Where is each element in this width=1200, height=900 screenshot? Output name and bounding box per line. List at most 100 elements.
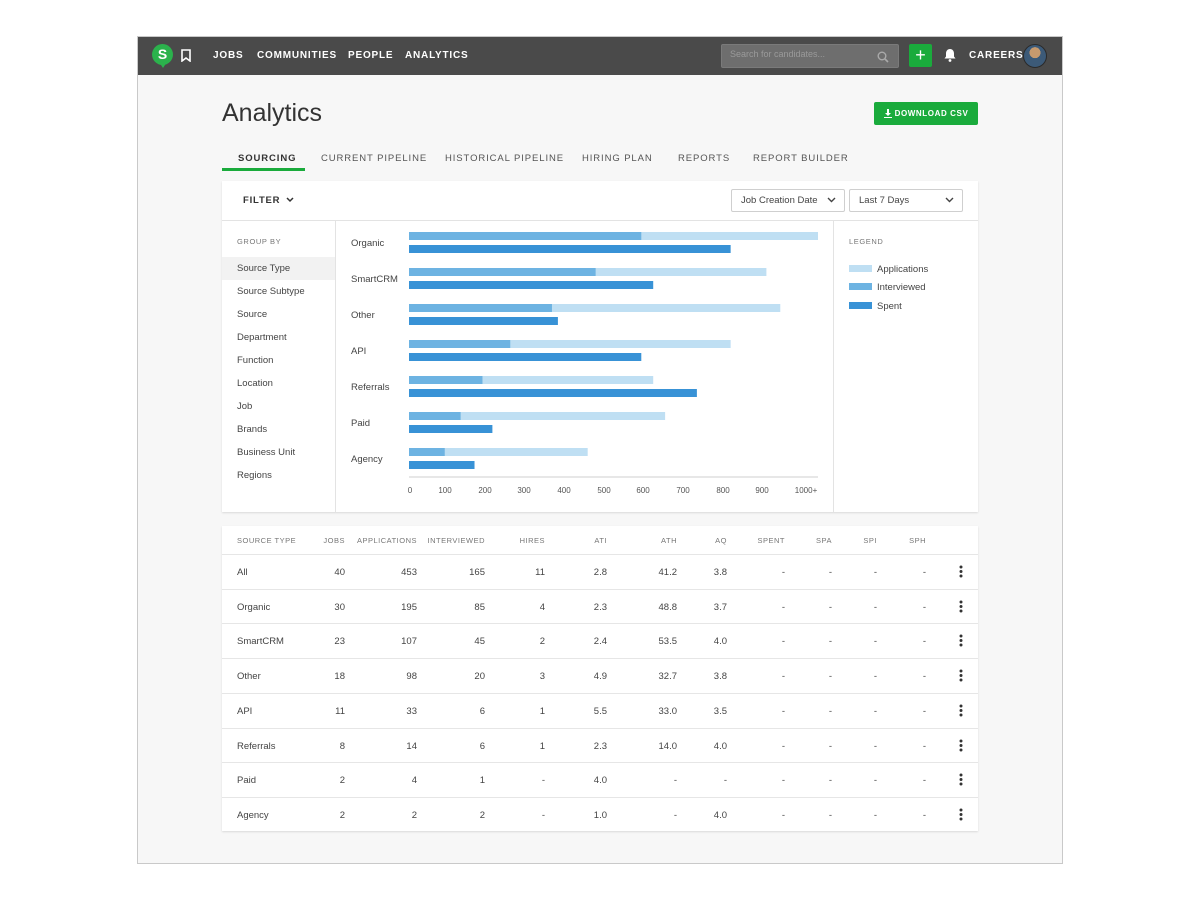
nav-communities[interactable]: COMMUNITIES: [257, 50, 337, 61]
column-header: ATI: [594, 536, 607, 545]
table-cell: -: [541, 809, 545, 821]
table-cell: 85: [474, 601, 485, 613]
date-range-select[interactable]: Last 7 Days: [849, 189, 963, 212]
bar-applications-other: [409, 304, 781, 312]
column-header: SPH: [909, 536, 926, 545]
column-header: HIRES: [519, 536, 545, 545]
category-label: Referrals: [351, 382, 390, 393]
column-header: AQ: [715, 536, 727, 545]
tab-historical-pipeline[interactable]: HISTORICAL PIPELINE: [445, 153, 564, 164]
tab-reports[interactable]: REPORTS: [678, 153, 731, 164]
bookmark-icon[interactable]: [181, 49, 191, 67]
more-options-icon[interactable]: [959, 600, 963, 618]
add-button[interactable]: +: [909, 44, 932, 67]
logo-icon[interactable]: S: [152, 44, 173, 68]
divider: [833, 220, 834, 512]
category-label: Other: [351, 310, 375, 321]
more-options-icon[interactable]: [959, 739, 963, 757]
tab-current-pipeline[interactable]: CURRENT PIPELINE: [321, 153, 428, 164]
table-cell: 33.0: [658, 705, 678, 717]
table-cell: -: [873, 740, 877, 752]
table-cell: -: [922, 775, 926, 787]
group-by-location[interactable]: Location: [237, 378, 273, 389]
column-header: SOURCE TYPE: [237, 536, 297, 545]
avatar[interactable]: [1023, 44, 1047, 68]
table-cell: 14.0: [658, 740, 678, 752]
app-window: S JOBS COMMUNITIES PEOPLE ANALYTICS + CA…: [137, 36, 1063, 864]
nav-jobs[interactable]: JOBS: [213, 50, 244, 61]
page-title: Analytics: [222, 99, 323, 127]
date-field-select[interactable]: Job Creation Date: [731, 189, 845, 212]
table-row[interactable]: SmartCRM 23 107 45 2 2.4 53.5 4.0 - - - -: [222, 623, 978, 658]
table-cell: -: [828, 705, 832, 717]
more-options-icon[interactable]: [959, 634, 963, 652]
x-tick-label: 1000+: [794, 486, 818, 495]
table-cell: -: [828, 567, 832, 578]
x-tick-label: 200: [478, 486, 492, 495]
table-cell: 3: [539, 671, 545, 683]
table-row[interactable]: Agency 2 2 2 - 1.0 - 4.0 - - - -: [222, 796, 978, 832]
x-tick-label: 500: [597, 486, 611, 495]
table-cell: -: [781, 775, 785, 787]
more-options-icon[interactable]: [959, 704, 963, 722]
table-cell: Organic: [237, 601, 271, 613]
download-csv-button[interactable]: DOWNLOAD CSV: [874, 102, 978, 125]
table-cell: 41.2: [658, 567, 678, 578]
table-cell: 3.8: [713, 671, 727, 683]
group-by-function[interactable]: Function: [237, 355, 274, 366]
table-row[interactable]: Paid 2 4 1 - 4.0 - - - - - -: [222, 762, 978, 797]
table-cell: -: [673, 775, 677, 787]
table-row[interactable]: Organic 30 195 85 4 2.3 48.8 3.7 - - - -: [222, 588, 978, 624]
group-by-source[interactable]: Source: [237, 309, 268, 320]
group-by-business-unit[interactable]: Business Unit: [237, 447, 296, 458]
nav-people[interactable]: PEOPLE: [348, 50, 394, 61]
table-cell: 48.8: [658, 601, 678, 613]
more-options-icon[interactable]: [959, 808, 963, 826]
column-header: SPENT: [757, 536, 785, 545]
tab-sourcing[interactable]: SOURCING: [238, 153, 297, 164]
table-row[interactable]: Other 18 98 20 3 4.9 32.7 3.8 - - - -: [222, 658, 978, 693]
table-cell: -: [781, 636, 785, 648]
table-cell: 20: [474, 671, 485, 683]
group-by-job[interactable]: Job: [237, 401, 253, 412]
search-box[interactable]: [721, 44, 899, 68]
table-row[interactable]: All 40 453 165 11 2.8 41.2 3.8 - - - -: [222, 554, 978, 589]
table-cell: -: [828, 775, 832, 787]
table-cell: 4.0: [713, 740, 727, 752]
group-by-regions[interactable]: Regions: [237, 470, 272, 481]
tab-report-builder[interactable]: REPORT BUILDER: [753, 153, 849, 164]
table-cell: 98: [406, 671, 417, 683]
careers-link[interactable]: CAREERS: [969, 50, 1024, 61]
bar-spent-organic: [409, 245, 731, 253]
table-cell: Paid: [237, 775, 257, 787]
table-cell: 4.0: [713, 636, 727, 648]
table-cell: 14: [406, 740, 417, 752]
table-row[interactable]: API 11 33 6 1 5.5 33.0 3.5 - - - -: [222, 692, 978, 728]
table-cell: -: [828, 809, 832, 821]
group-by-source-type[interactable]: Source Type: [222, 257, 335, 280]
table-cell: 4.0: [713, 809, 727, 821]
table-cell: -: [723, 775, 727, 787]
group-by-brands[interactable]: Brands: [237, 424, 268, 435]
tab-hiring-plan[interactable]: HIRING PLAN: [582, 153, 653, 164]
search-input[interactable]: [730, 49, 870, 59]
more-options-icon[interactable]: [959, 773, 963, 791]
search-icon[interactable]: [877, 50, 889, 68]
more-options-icon[interactable]: [959, 669, 963, 687]
more-options-icon[interactable]: [959, 565, 963, 583]
bell-icon[interactable]: [944, 48, 956, 67]
nav-analytics[interactable]: ANALYTICS: [405, 50, 469, 61]
table-cell: 2.4: [593, 636, 607, 648]
table-cell: 8: [339, 740, 345, 752]
category-label: Paid: [351, 418, 371, 429]
bar-interviewed-referrals: [409, 376, 483, 384]
filter-toggle[interactable]: FILTER: [243, 195, 294, 206]
table-cell: -: [873, 809, 877, 821]
group-by-source-subtype[interactable]: Source Subtype: [237, 286, 305, 297]
chevron-down-icon: [827, 197, 836, 203]
sourcing-chart-card: FILTER Job Creation Date Last 7 Days GRO…: [222, 181, 978, 512]
table-cell: -: [922, 567, 926, 578]
table-row[interactable]: Referrals 8 14 6 1 2.3 14.0 4.0 - - - -: [222, 727, 978, 763]
group-by-department[interactable]: Department: [237, 332, 287, 343]
bar-interviewed-organic: [409, 232, 642, 240]
